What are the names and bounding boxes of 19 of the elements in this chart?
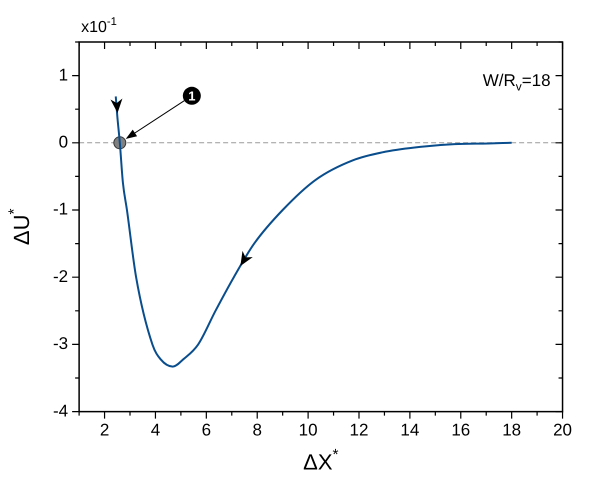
x-tick-label: 12 (350, 420, 368, 440)
x-tick-label: 8 (252, 420, 262, 440)
x-tick-label: 6 (202, 420, 212, 440)
y-tick-label: 0 (58, 132, 68, 152)
x-tick-label: 20 (553, 420, 572, 440)
y-tick-label: -1 (52, 200, 68, 219)
x-tick-label: 14 (400, 420, 420, 440)
y-tick-label: -3 (52, 334, 68, 354)
x-tick-label: 18 (502, 420, 522, 440)
x-tick-label: 16 (451, 420, 470, 440)
x-tick-label: 4 (150, 420, 160, 440)
x-axis-title: ΔX* (303, 446, 339, 475)
y-tick-label: -2 (52, 266, 68, 286)
annotation: 1 (188, 88, 196, 104)
y-axis-title: ΔU* (6, 208, 34, 246)
y-tick-label: 1 (58, 65, 68, 84)
y-tick-label: -4 (52, 401, 68, 420)
x-tick-label: 2 (100, 420, 110, 440)
x-tick-label: 10 (298, 420, 318, 440)
